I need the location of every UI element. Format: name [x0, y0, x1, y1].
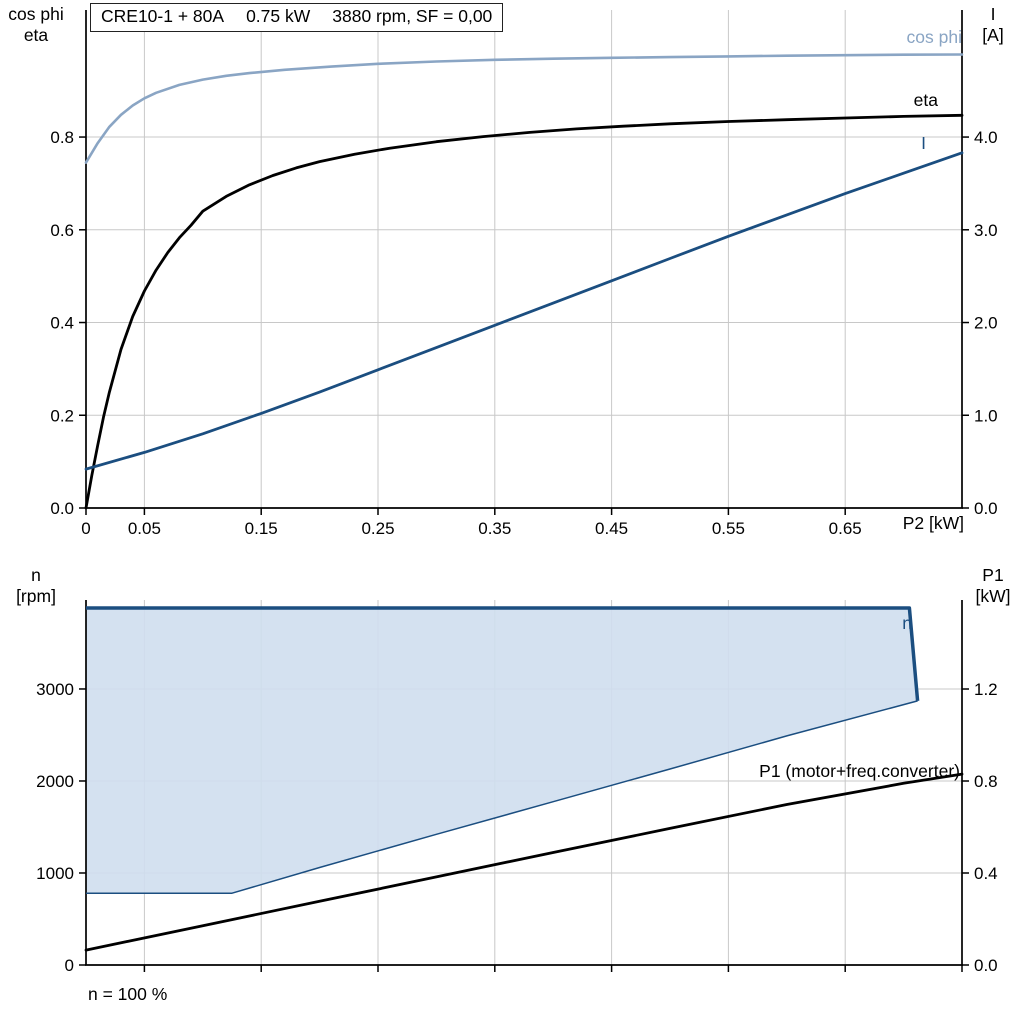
right-tick-label: 0.0: [974, 956, 998, 975]
rated-speed-sf-label: 3880 rpm, SF = 0,00: [332, 6, 493, 26]
x-tick-label: 0.25: [361, 519, 394, 538]
chart-title-box: CRE10-1 + 80A 0.75 kW 3880 rpm, SF = 0,0…: [90, 3, 504, 32]
axis-title-current-unit: [A]: [982, 25, 1004, 45]
axis-title-p1: P1: [982, 565, 1004, 585]
cos-phi-curve-label: cos phi: [906, 27, 962, 47]
right-tick-label: 1.0: [974, 406, 998, 425]
axis-title-eta: eta: [23, 25, 49, 45]
right-tick-label: 3.0: [974, 221, 998, 240]
left-tick-label: 0.0: [50, 499, 74, 518]
axis-title-speed-unit: [rpm]: [16, 586, 56, 606]
right-tick-label: 4.0: [974, 128, 998, 147]
right-tick-label: 0.8: [974, 772, 998, 791]
right-tick-label: 0.4: [974, 864, 998, 883]
eta-curve-label: eta: [913, 90, 938, 110]
left-tick-label: 3000: [36, 680, 74, 699]
series-eta-line: [84, 113, 964, 510]
left-tick-label: 0: [65, 956, 74, 975]
series-n-upper-line: [86, 606, 920, 702]
series-n-lower-line: [86, 700, 918, 894]
right-tick-label: 0.0: [974, 499, 998, 518]
left-tick-label: 0.6: [50, 221, 74, 240]
left-tick-label: 1000: [36, 864, 74, 883]
axis-title-speed: n: [31, 565, 41, 585]
right-tick-label: 1.2: [974, 680, 998, 699]
chart-area-upper: 0 0.05 0.15 0.25 0.35 0.45 0.55 0.65 0.0 0.2 0.4 0.…: [50, 10, 998, 538]
rated-power-label: 0.75 kW: [246, 6, 311, 26]
x-tick-label: 0.35: [478, 519, 511, 538]
speed-curve-label: n: [902, 613, 912, 633]
left-tick-label: 2000: [36, 772, 74, 791]
lower-right-axis-title: P1 [kW]: [966, 565, 1020, 607]
left-tick-label: 0.8: [50, 128, 74, 147]
pump-model-label: CRE10-1 + 80A: [101, 6, 225, 26]
axis-title-p1-unit: [kW]: [975, 586, 1011, 606]
x-tick-label: 0.45: [595, 519, 628, 538]
series-cos-phi-line: [84, 53, 964, 164]
axis-title-cos-phi: cos phi: [8, 4, 64, 24]
x-tick-label: 0: [81, 519, 90, 538]
p1-curve-label: P1 (motor+freq.converter): [759, 761, 960, 781]
upper-right-axis-title: I [A]: [966, 4, 1020, 46]
lower-left-axis-title: n [rpm]: [3, 565, 69, 607]
speed-footnote: n = 100 %: [88, 984, 168, 1004]
x-tick-label: 0.05: [128, 519, 161, 538]
x-tick-label: 0.65: [829, 519, 862, 538]
series-i-line: [84, 151, 964, 471]
series-p1-motor-freq-converter-line: [84, 772, 964, 952]
left-tick-label: 0.2: [50, 406, 74, 425]
x-tick-label: 0.15: [245, 519, 278, 538]
left-tick-label: 0.4: [50, 314, 74, 333]
upper-left-axis-title: cos phi eta: [3, 4, 69, 46]
current-curve-label: I: [921, 133, 926, 153]
series-n-area: [86, 608, 918, 894]
axis-title-current: I: [990, 4, 996, 24]
x-axis-title: P2 [kW]: [902, 513, 964, 533]
x-tick-label: 0.55: [712, 519, 745, 538]
chart-area-lower: 0 1000 2000 3000 0.0 0.4 0.8 1.2: [36, 600, 998, 975]
right-tick-label: 2.0: [974, 314, 998, 333]
